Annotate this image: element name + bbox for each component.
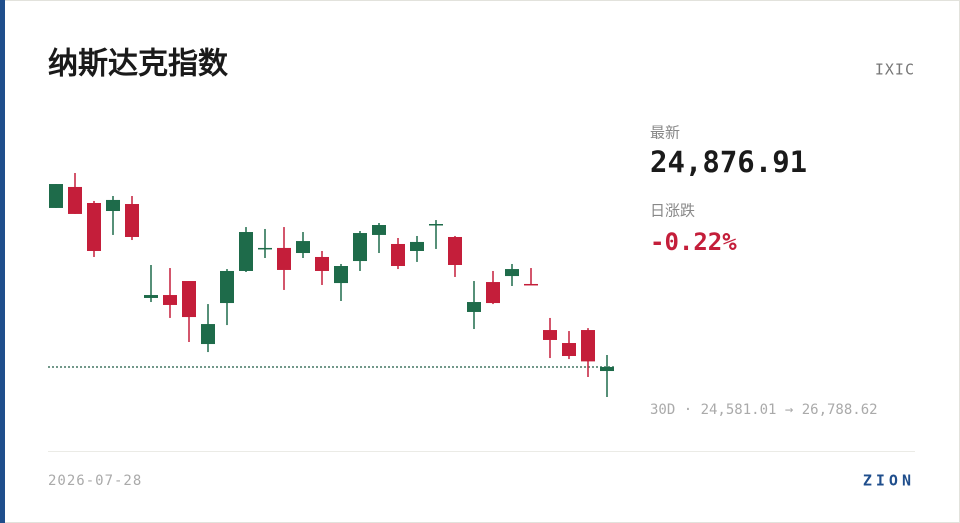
candle-body [524,283,538,286]
latest-label: 最新 [650,124,680,142]
latest-value: 24,876.91 [650,145,807,179]
candle-body [372,225,386,235]
chart-title: 纳斯达克指数 [48,47,229,82]
accent-bar [0,0,5,523]
candle-body [600,366,614,372]
range-text: 30D · 24,581.01 → 26,788.62 [650,402,878,418]
candle-body [220,270,234,304]
candle-body [315,256,329,271]
candle-body [49,184,63,208]
candle-body [429,223,443,226]
candle-body [144,295,158,298]
change-label: 日涨跌 [650,202,695,220]
ticker: IXIC [875,61,915,79]
candle-body [201,324,215,345]
candle-body [353,233,367,262]
candle-body [410,241,424,251]
candle-body [163,295,177,305]
candle-body [448,236,462,265]
candle-body [68,186,82,214]
date: 2026-07-28 [48,473,142,489]
candle-body [277,247,291,270]
candle-body [467,302,481,312]
candle-body [391,243,405,267]
candle-body [87,202,101,251]
candle-body [258,247,272,250]
candle-body [106,199,120,212]
candle-body [581,330,595,362]
candle-body [543,330,557,340]
candle-body [562,343,576,357]
candle-body [239,232,253,271]
candle-body [334,266,348,284]
candle-body [296,241,310,254]
candle-body [182,281,196,318]
candle-body [486,282,500,304]
brand: ZION [863,472,915,490]
candle-body [125,204,139,237]
candle-body [505,269,519,277]
change-value: -0.22% [650,228,737,256]
